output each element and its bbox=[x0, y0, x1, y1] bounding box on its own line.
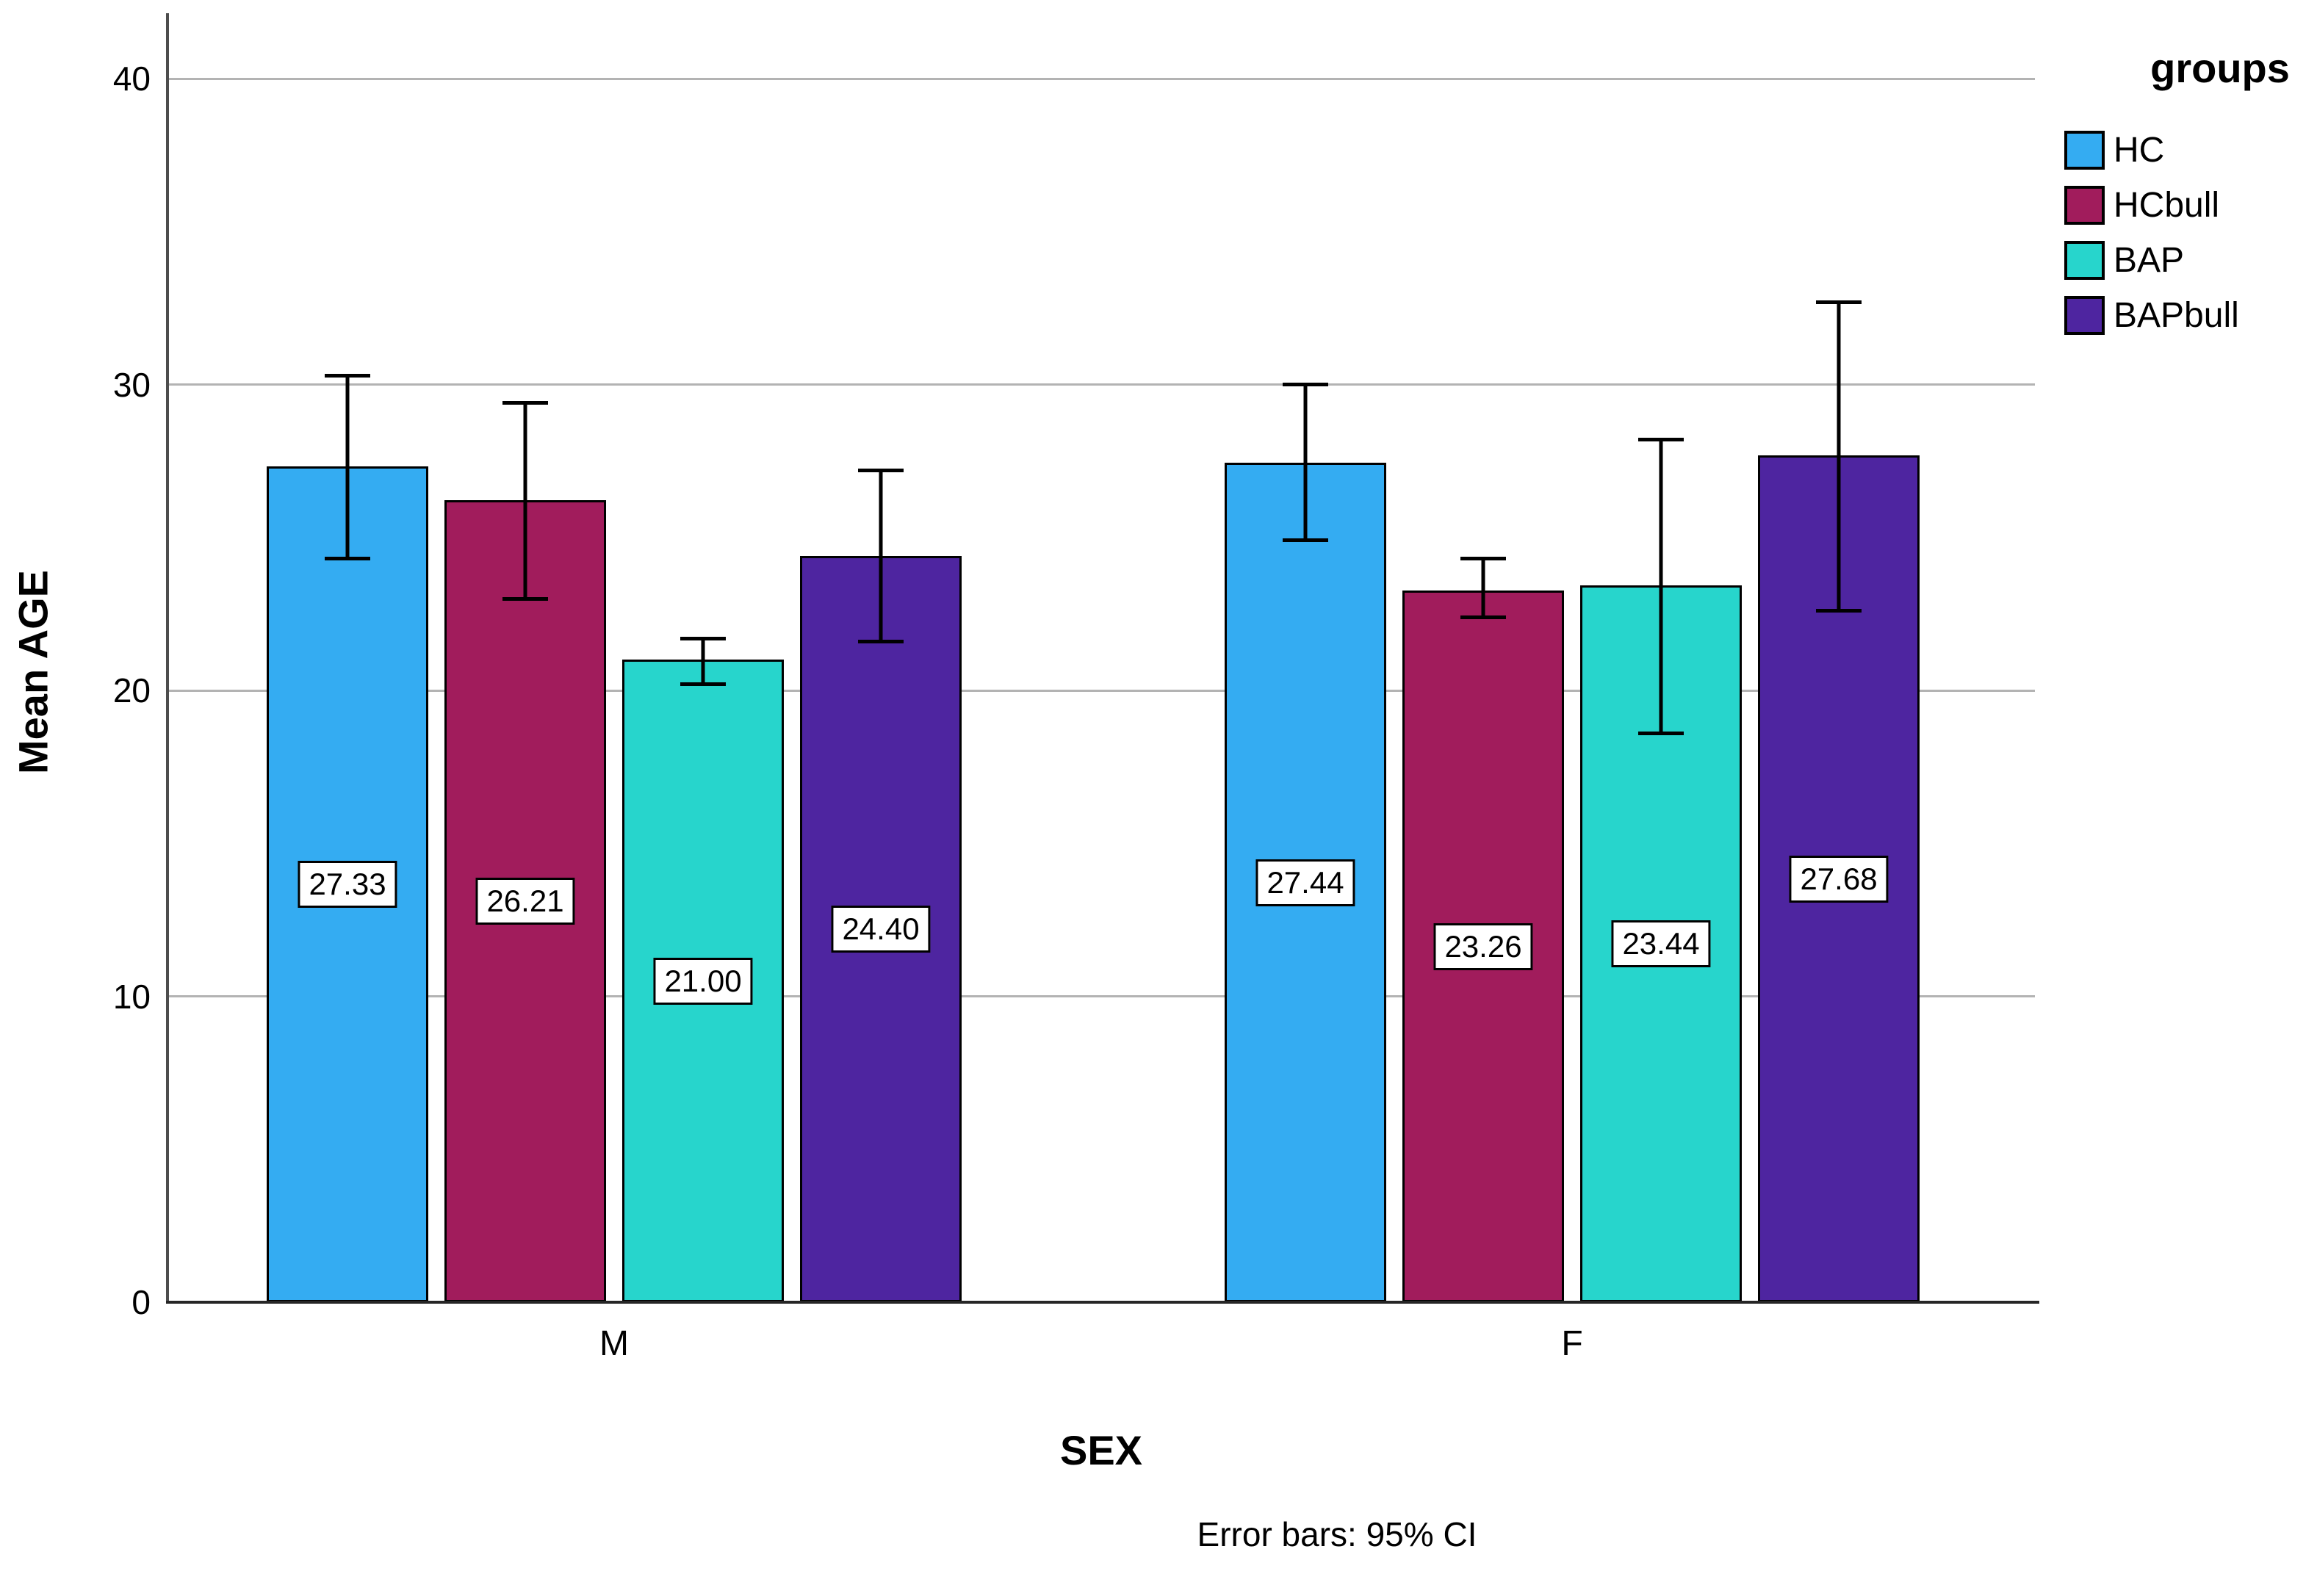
legend-swatch-BAPbull bbox=[2064, 296, 2105, 335]
value-label-HC-F: 27.44 bbox=[1255, 859, 1355, 906]
legend-item-BAPbull: BAPbull bbox=[2064, 288, 2317, 343]
value-label-HC-M: 27.33 bbox=[298, 860, 397, 908]
error-bar-BAPbull-M bbox=[879, 470, 883, 642]
error-bar-HC-F bbox=[1303, 384, 1308, 541]
value-label-BAP-M: 21.00 bbox=[653, 957, 753, 1005]
y-tick-label-30: 30 bbox=[112, 365, 151, 404]
x-tick-label-M: M bbox=[599, 1324, 629, 1363]
error-bar-cap-low-BAP-F bbox=[1638, 731, 1684, 735]
value-label-BAPbull-F: 27.68 bbox=[1789, 855, 1889, 903]
error-bar-cap-low-HC-M bbox=[325, 557, 370, 561]
legend-label-BAP: BAP bbox=[2114, 241, 2185, 280]
error-bar-cap-high-HC-M bbox=[325, 373, 370, 378]
error-bar-cap-high-HCbull-F bbox=[1460, 557, 1506, 561]
y-tick-label-20: 20 bbox=[112, 671, 151, 709]
error-bar-cap-high-BAPbull-F bbox=[1816, 300, 1862, 304]
error-bar-cap-high-HC-F bbox=[1283, 383, 1328, 386]
y-axis-line bbox=[166, 13, 169, 1304]
legend-items: HC HCbull BAP BAPbull bbox=[2064, 123, 2317, 343]
error-bar-cap-high-BAP-F bbox=[1638, 437, 1684, 441]
error-bar-cap-high-BAPbull-M bbox=[858, 468, 904, 472]
error-bar-cap-low-BAP-M bbox=[680, 682, 726, 687]
legend-label-HC: HC bbox=[2114, 131, 2165, 170]
value-label-HCbull-M: 26.21 bbox=[475, 878, 575, 925]
y-tick-label-40: 40 bbox=[112, 59, 151, 98]
value-label-HCbull-F: 23.26 bbox=[1433, 922, 1533, 970]
error-bar-cap-low-BAPbull-F bbox=[1816, 609, 1862, 613]
legend: groups HC HCbull BAP BAPbull bbox=[2064, 44, 2317, 343]
gridline-30 bbox=[167, 383, 2035, 386]
gridline-10 bbox=[167, 995, 2035, 997]
gridline-40 bbox=[167, 77, 2035, 80]
y-tick-label-0: 0 bbox=[131, 1283, 151, 1321]
y-tick-label-10: 10 bbox=[112, 977, 151, 1016]
error-bar-BAP-F bbox=[1659, 439, 1663, 734]
error-bars-footnote: Error bars: 95% CI bbox=[1197, 1515, 1477, 1553]
legend-label-BAPbull: BAPbull bbox=[2114, 296, 2239, 335]
legend-item-HCbull: HCbull bbox=[2064, 178, 2317, 233]
value-label-BAPbull-M: 24.40 bbox=[831, 905, 931, 953]
error-bar-cap-low-HCbull-F bbox=[1460, 615, 1506, 619]
error-bar-cap-low-HC-F bbox=[1283, 538, 1328, 543]
error-bar-BAP-M bbox=[701, 638, 705, 685]
gridline-20 bbox=[167, 689, 2035, 692]
error-bar-cap-high-HCbull-M bbox=[502, 400, 548, 405]
legend-swatch-HC bbox=[2064, 131, 2105, 170]
error-bar-BAPbull-F bbox=[1837, 302, 1841, 611]
legend-swatch-HCbull bbox=[2064, 186, 2105, 225]
value-label-BAP-F: 23.44 bbox=[1611, 920, 1711, 967]
error-bar-HCbull-F bbox=[1481, 558, 1485, 618]
legend-swatch-BAP bbox=[2064, 241, 2105, 280]
error-bar-cap-low-HCbull-M bbox=[502, 596, 548, 601]
error-bar-HCbull-M bbox=[523, 402, 527, 599]
legend-title: groups bbox=[2150, 45, 2290, 91]
error-bar-cap-high-BAP-M bbox=[680, 636, 726, 640]
legend-item-BAP: BAP bbox=[2064, 233, 2317, 288]
legend-label-HCbull: HCbull bbox=[2114, 186, 2220, 225]
error-bar-HC-M bbox=[345, 375, 350, 559]
x-tick-label-F: F bbox=[1561, 1324, 1583, 1363]
x-axis-title: SEX bbox=[1059, 1427, 1143, 1473]
error-bar-cap-low-BAPbull-M bbox=[858, 639, 904, 643]
legend-item-HC: HC bbox=[2064, 123, 2317, 178]
x-axis-line bbox=[166, 1301, 2039, 1304]
